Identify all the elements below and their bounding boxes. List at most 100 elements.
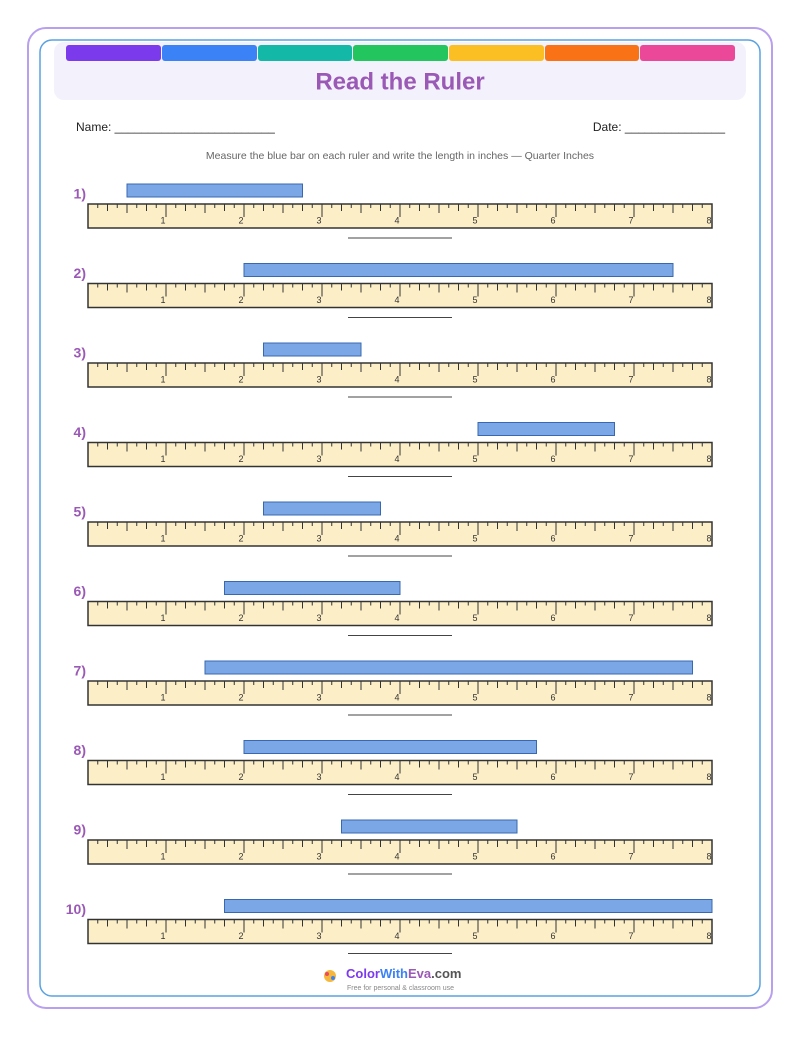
strip xyxy=(66,45,161,61)
ruler-label: 8 xyxy=(706,692,711,702)
ruler-label: 3 xyxy=(316,931,321,941)
ruler-label: 1 xyxy=(160,215,165,225)
ruler-label: 1 xyxy=(160,533,165,543)
problem-number: 10) xyxy=(66,901,86,917)
ruler-label: 6 xyxy=(550,613,555,623)
strip xyxy=(162,45,257,61)
measure-bar xyxy=(243,740,537,754)
problem-number: 5) xyxy=(74,504,86,520)
title: Read the Ruler xyxy=(315,68,484,95)
ruler-label: 5 xyxy=(472,772,477,782)
ruler-label: 7 xyxy=(628,613,633,623)
ruler-label: 5 xyxy=(472,454,477,464)
ruler-label: 2 xyxy=(238,851,243,861)
ruler-label: 2 xyxy=(238,215,243,225)
ruler-label: 2 xyxy=(238,374,243,384)
ruler-label: 2 xyxy=(238,454,243,464)
ruler-label: 2 xyxy=(238,931,243,941)
ruler-label: 6 xyxy=(550,295,555,305)
instructions: Measure the blue bar on each ruler and w… xyxy=(206,150,594,162)
ruler-label: 3 xyxy=(316,454,321,464)
measure-bar xyxy=(477,422,615,436)
ruler-label: 6 xyxy=(550,931,555,941)
ruler-label: 3 xyxy=(316,533,321,543)
ruler-label: 2 xyxy=(238,692,243,702)
ruler-label: 2 xyxy=(238,295,243,305)
measure-bar xyxy=(341,819,518,834)
problem-number: 6) xyxy=(74,583,86,599)
strip xyxy=(449,45,544,61)
problem: 3) 1 2 3 4 5 6 7 8 xyxy=(74,342,713,398)
ruler-label: 7 xyxy=(628,772,633,782)
ruler-label: 8 xyxy=(706,215,711,225)
ruler-label: 7 xyxy=(628,851,633,861)
problem: 10) 1 2 3 4 5 6 7 8 xyxy=(66,899,713,954)
ruler-label: 3 xyxy=(316,692,321,702)
brand-part: With xyxy=(380,966,408,981)
ruler-label: 6 xyxy=(550,454,555,464)
ruler-label: 4 xyxy=(394,851,399,861)
ruler-label: 7 xyxy=(628,295,633,305)
measure-bar xyxy=(263,501,381,516)
problem-number: 9) xyxy=(74,822,86,838)
ruler-label: 1 xyxy=(160,931,165,941)
ruler-label: 2 xyxy=(238,533,243,543)
strip xyxy=(640,45,735,61)
footer: ColorWithEva.com Free for personal & cla… xyxy=(324,966,461,992)
problem-number: 3) xyxy=(74,345,86,361)
problems: 1)1 2 3 4 5 6 7 82)1 2 3 4 5 6 7 83)1 2 3 4 5 6 7 84)1 2 3 4 5 6 7 8… xyxy=(66,183,713,954)
problem: 7) 1 2 3 4 5 6 7 8 xyxy=(74,660,713,716)
measure-bar xyxy=(126,183,303,198)
brand: ColorWithEva.com xyxy=(346,966,461,981)
ruler-label: 4 xyxy=(394,772,399,782)
ruler-label: 3 xyxy=(316,295,321,305)
brand-part: .com xyxy=(431,966,461,981)
problem: 2) 1 2 3 4 5 6 7 8 xyxy=(74,263,713,318)
ruler-label: 6 xyxy=(550,772,555,782)
ruler-label: 4 xyxy=(394,215,399,225)
ruler-label: 1 xyxy=(160,295,165,305)
measure-bar xyxy=(224,899,713,913)
ruler-label: 7 xyxy=(628,692,633,702)
ruler-label: 4 xyxy=(394,692,399,702)
ruler-label: 3 xyxy=(316,215,321,225)
ruler-label: 8 xyxy=(706,533,711,543)
measure-bar xyxy=(224,581,401,595)
date-field: Date: _______________ xyxy=(593,120,725,134)
ruler-label: 5 xyxy=(472,215,477,225)
ruler-label: 6 xyxy=(550,533,555,543)
problem-number: 8) xyxy=(74,742,86,758)
ruler-label: 6 xyxy=(550,374,555,384)
problem: 1) 1 2 3 4 5 6 7 8 xyxy=(74,183,713,239)
problem: 4) 1 2 3 4 5 6 7 8 xyxy=(74,422,713,477)
name-field: Name: ________________________ xyxy=(76,120,275,134)
brand-part: Eva xyxy=(408,966,432,981)
ruler-label: 8 xyxy=(706,931,711,941)
ruler-label: 5 xyxy=(472,374,477,384)
ruler-label: 4 xyxy=(394,533,399,543)
ruler-label: 3 xyxy=(316,851,321,861)
ruler-label: 5 xyxy=(472,533,477,543)
ruler-label: 5 xyxy=(472,295,477,305)
ruler-label: 7 xyxy=(628,533,633,543)
logo-dot xyxy=(331,976,335,980)
ruler-label: 6 xyxy=(550,215,555,225)
problem-number: 1) xyxy=(74,186,86,202)
logo-icon xyxy=(324,970,336,982)
ruler-label: 4 xyxy=(394,454,399,464)
ruler-label: 4 xyxy=(394,931,399,941)
problem: 5) 1 2 3 4 5 6 7 8 xyxy=(74,501,713,557)
ruler-label: 1 xyxy=(160,613,165,623)
ruler-label: 5 xyxy=(472,613,477,623)
ruler-label: 2 xyxy=(238,613,243,623)
ruler-label: 4 xyxy=(394,295,399,305)
problem: 9) 1 2 3 4 5 6 7 8 xyxy=(74,819,713,875)
ruler-label: 1 xyxy=(160,772,165,782)
measure-bar xyxy=(204,660,693,675)
problem: 6) 1 2 3 4 5 6 7 8 xyxy=(74,581,713,636)
strip xyxy=(258,45,352,61)
ruler-label: 4 xyxy=(394,613,399,623)
ruler-label: 1 xyxy=(160,692,165,702)
ruler-label: 7 xyxy=(628,215,633,225)
